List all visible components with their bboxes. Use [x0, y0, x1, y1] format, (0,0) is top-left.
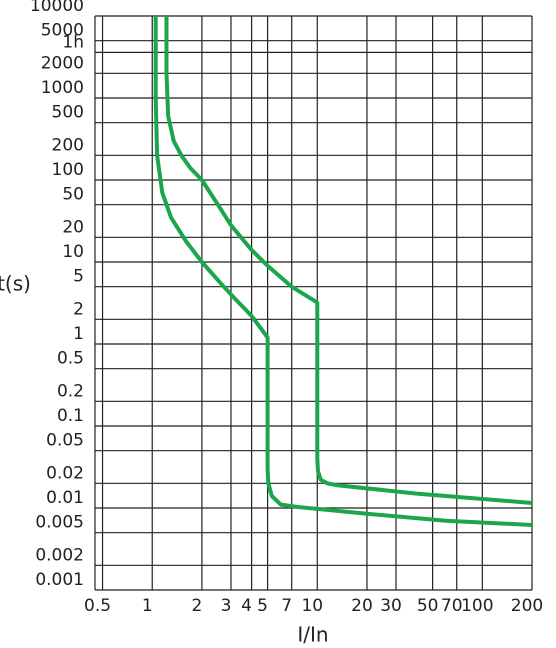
y-tick-label: 0.02 — [46, 463, 84, 483]
x-tick-label: 30 — [380, 596, 402, 616]
y-tick-label: 0.002 — [35, 545, 84, 565]
y-tick-label: 200 — [52, 135, 84, 155]
x-axis-label: I/In — [297, 623, 328, 647]
y-tick-label: 2 — [73, 299, 84, 319]
x-tick-label: 3 — [221, 596, 232, 616]
x-tick-label: 20 — [351, 596, 373, 616]
y-tick-label: 5 — [73, 267, 84, 287]
y-tick-label: 500 — [52, 103, 84, 123]
x-tick-label: 1 — [142, 596, 153, 616]
y-tick-label: 0.5 — [57, 349, 84, 369]
x-tick-label: 50 — [417, 596, 439, 616]
y-tick-label: 100 — [52, 160, 84, 180]
y-tick-label: 0.05 — [46, 431, 84, 451]
y-axis-label: t(s) — [0, 272, 31, 296]
curve — [153, 16, 533, 527]
y-tick-label: 1 — [73, 324, 84, 344]
y-tick-label: 10 — [62, 242, 84, 262]
x-tick-label: 0.5 — [84, 596, 111, 616]
x-tick-label: 100 — [461, 596, 493, 616]
y-tick-label: 10000 — [30, 0, 84, 16]
x-tick-label: 10 — [301, 596, 323, 616]
y-tick-label: 0.2 — [57, 381, 84, 401]
y-tick-label: 2000 — [41, 53, 84, 73]
y-tick-label: 1h — [62, 32, 84, 52]
y-tick-label: 50 — [62, 185, 84, 205]
x-tick-label: 2 — [192, 596, 203, 616]
curve — [164, 16, 533, 505]
x-tick-label: 4 — [241, 596, 252, 616]
y-tick-label: 0.005 — [35, 513, 84, 533]
x-tick-label: 70 — [441, 596, 463, 616]
x-tick-label: 7 — [281, 596, 292, 616]
y-tick-label: 1000 — [41, 78, 84, 98]
y-tick-label: 5000 — [41, 21, 84, 41]
x-tick-label: 200 — [511, 596, 543, 616]
y-tick-label: 20 — [62, 217, 84, 237]
y-tick-label: 0.1 — [57, 406, 84, 426]
x-tick-label: 5 — [257, 596, 268, 616]
y-tick-label: 0.001 — [35, 570, 84, 590]
y-tick-label: 0.01 — [46, 488, 84, 508]
